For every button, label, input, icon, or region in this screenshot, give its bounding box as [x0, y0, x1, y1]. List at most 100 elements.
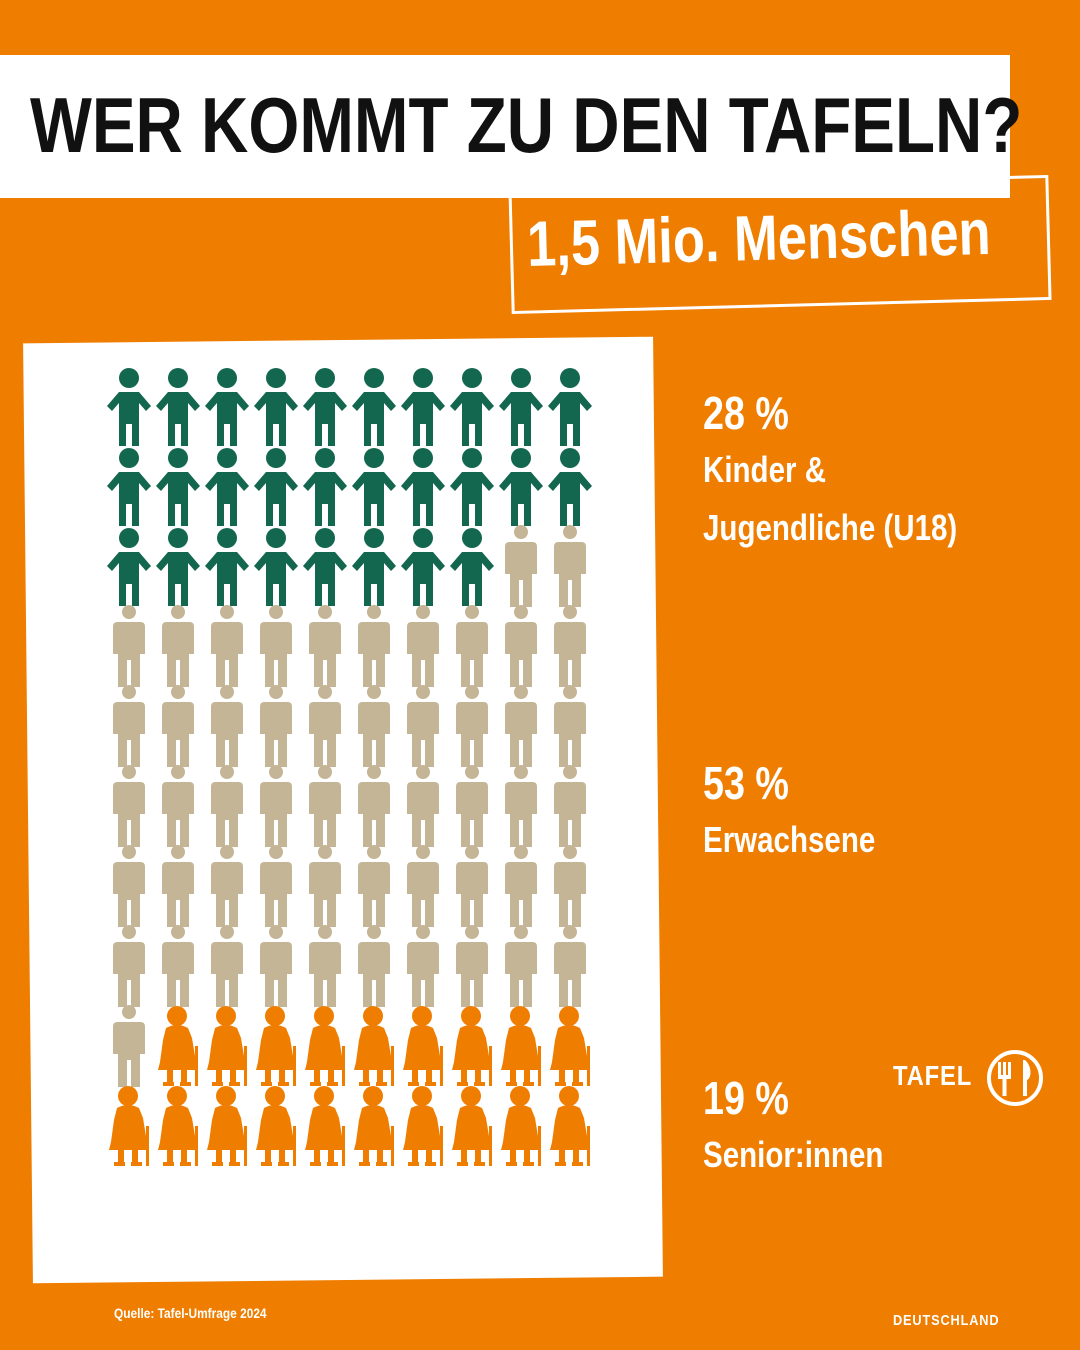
adult-figure-icon [154, 682, 202, 772]
senior-figure-icon [546, 1002, 594, 1092]
child-figure-icon [350, 362, 398, 452]
adult-figure-icon [252, 602, 300, 692]
child-figure-icon [399, 362, 447, 452]
senior-figure-icon [448, 1002, 496, 1092]
adult-figure-icon [105, 1002, 153, 1092]
senior-figure-icon [203, 1002, 251, 1092]
child-figure-icon [350, 522, 398, 612]
adult-figure-icon [154, 762, 202, 852]
adult-figure-icon [399, 602, 447, 692]
adult-figure-icon [497, 762, 545, 852]
adult-figure-icon [301, 682, 349, 772]
adult-figure-icon [105, 682, 153, 772]
senior-figure-icon [448, 1082, 496, 1172]
adult-figure-icon [154, 602, 202, 692]
child-figure-icon [252, 442, 300, 532]
adult-figure-icon [350, 842, 398, 932]
adult-figure-icon [546, 842, 594, 932]
adult-figure-icon [448, 682, 496, 772]
logo-name: TAFEL [893, 1060, 973, 1091]
legend-children-percent: 28 % [703, 387, 789, 439]
child-figure-icon [301, 522, 349, 612]
child-figure-icon [203, 362, 251, 452]
senior-figure-icon [301, 1082, 349, 1172]
senior-figure-icon [252, 1082, 300, 1172]
adult-figure-icon [497, 522, 545, 612]
senior-figure-icon [252, 1002, 300, 1092]
senior-figure-icon [399, 1002, 447, 1092]
senior-figure-icon [399, 1082, 447, 1172]
senior-figure-icon [350, 1002, 398, 1092]
senior-figure-icon [154, 1002, 202, 1092]
child-figure-icon [252, 522, 300, 612]
page-subtitle: 1,5 Mio. Menschen [526, 195, 992, 280]
adult-figure-icon [252, 762, 300, 852]
adult-figure-icon [203, 682, 251, 772]
child-figure-icon [448, 442, 496, 532]
child-figure-icon [301, 362, 349, 452]
adult-figure-icon [350, 762, 398, 852]
adult-figure-icon [252, 922, 300, 1012]
adult-figure-icon [301, 922, 349, 1012]
senior-figure-icon [546, 1082, 594, 1172]
senior-figure-icon [497, 1002, 545, 1092]
adult-figure-icon [154, 842, 202, 932]
title-banner [0, 55, 1010, 198]
senior-figure-icon [203, 1082, 251, 1172]
child-figure-icon [448, 362, 496, 452]
legend-adults-percent: 53 % [703, 757, 789, 809]
child-figure-icon [497, 362, 545, 452]
legend-adults: 53 % Erwachsene [703, 755, 913, 869]
adult-figure-icon [203, 762, 251, 852]
adult-figure-icon [399, 762, 447, 852]
adult-figure-icon [105, 602, 153, 692]
adult-figure-icon [497, 682, 545, 772]
adult-figure-icon [448, 922, 496, 1012]
adult-figure-icon [399, 682, 447, 772]
adult-figure-icon [350, 922, 398, 1012]
adult-figure-icon [350, 682, 398, 772]
child-figure-icon [154, 522, 202, 612]
legend-seniors-label: Senior:innen [703, 1134, 884, 1175]
adult-figure-icon [546, 522, 594, 612]
adult-figure-icon [301, 602, 349, 692]
child-figure-icon [301, 442, 349, 532]
legend-children-label-line-2: Jugendliche (U18) [703, 507, 958, 548]
child-figure-icon [350, 442, 398, 532]
adult-figure-icon [497, 602, 545, 692]
adult-figure-icon [546, 682, 594, 772]
adult-figure-icon [203, 842, 251, 932]
child-figure-icon [448, 522, 496, 612]
child-figure-icon [252, 362, 300, 452]
adult-figure-icon [301, 842, 349, 932]
adult-figure-icon [546, 602, 594, 692]
adult-figure-icon [448, 762, 496, 852]
child-figure-icon [399, 522, 447, 612]
legend-seniors: 19 % Senior:innen [703, 1070, 923, 1184]
child-figure-icon [105, 362, 153, 452]
adult-figure-icon [105, 922, 153, 1012]
adult-figure-icon [497, 842, 545, 932]
adult-figure-icon [105, 842, 153, 932]
child-figure-icon [497, 442, 545, 532]
adult-figure-icon [203, 602, 251, 692]
senior-figure-icon [497, 1082, 545, 1172]
adult-figure-icon [301, 762, 349, 852]
adult-figure-icon [203, 922, 251, 1012]
adult-figure-icon [399, 922, 447, 1012]
legend-seniors-percent: 19 % [703, 1072, 789, 1124]
logo-subtitle: DEUTSCHLAND [893, 1312, 1000, 1329]
page-title: WER KOMMT ZU DEN TAFELN? [30, 81, 1023, 169]
adult-figure-icon [497, 922, 545, 1012]
child-figure-icon [546, 362, 594, 452]
child-figure-icon [105, 522, 153, 612]
child-figure-icon [203, 442, 251, 532]
legend-adults-label: Erwachsene [703, 819, 876, 860]
adult-figure-icon [546, 762, 594, 852]
child-figure-icon [203, 522, 251, 612]
adult-figure-icon [448, 602, 496, 692]
child-figure-icon [154, 442, 202, 532]
adult-figure-icon [105, 762, 153, 852]
legend-children-label-line-1: Kinder & [703, 449, 827, 490]
child-figure-icon [546, 442, 594, 532]
